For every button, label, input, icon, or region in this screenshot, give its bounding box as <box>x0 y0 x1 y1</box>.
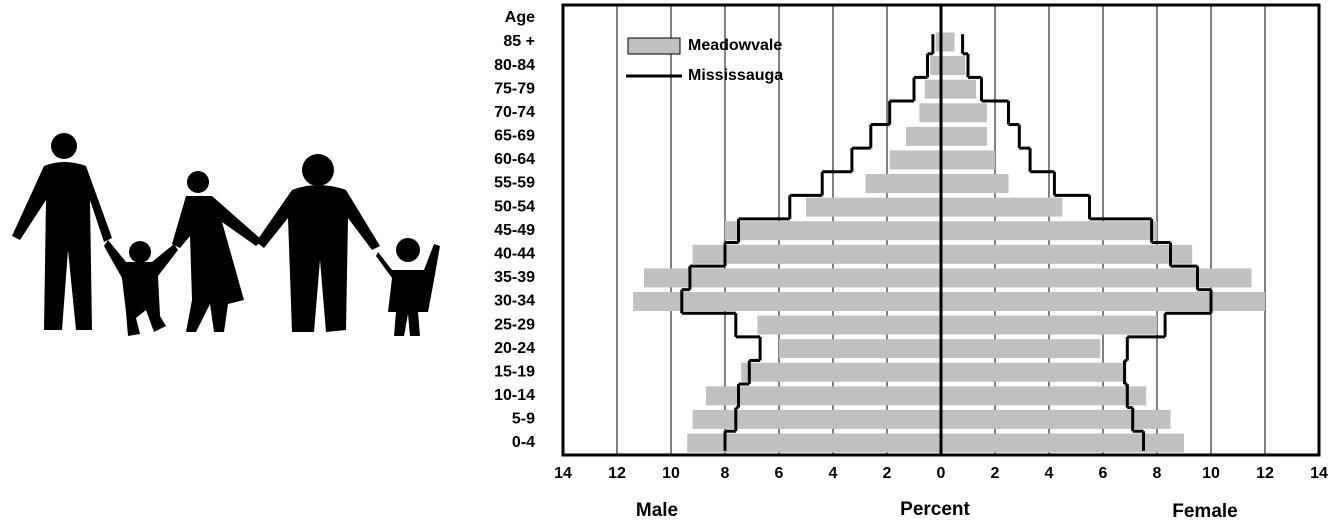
bar <box>779 339 941 359</box>
bar <box>757 315 941 335</box>
y-tick-label: 15-19 <box>494 363 535 380</box>
y-tick-label: 40-44 <box>494 246 535 263</box>
bar <box>941 150 995 170</box>
bar <box>924 79 941 99</box>
bar <box>706 386 941 406</box>
x-tick-label: 8 <box>1153 465 1162 482</box>
bar <box>941 197 1063 217</box>
legend-swatch <box>627 37 681 55</box>
y-tick-label: 5-9 <box>512 411 535 428</box>
bar <box>644 268 941 288</box>
bar <box>935 32 941 52</box>
x-tick-label: 14 <box>554 465 572 482</box>
bar <box>692 409 941 429</box>
y-tick-label: 75-79 <box>494 80 535 97</box>
x-tick-label: 10 <box>662 465 680 482</box>
y-tick-label: 65-69 <box>494 128 535 145</box>
bar <box>687 433 941 453</box>
y-tick-label: 50-54 <box>494 198 535 215</box>
bar <box>725 221 941 241</box>
bar <box>941 268 1252 288</box>
y-tick-label: 45-49 <box>494 222 535 239</box>
bar <box>941 79 977 99</box>
x-tick-label: 4 <box>829 465 838 482</box>
bar <box>633 291 941 311</box>
legend-label: Meadowvale <box>688 37 782 54</box>
bar <box>941 174 1009 194</box>
x-tick-label: 14 <box>1310 465 1328 482</box>
x-tick-label: 6 <box>1099 465 1108 482</box>
x-tick-label: 10 <box>1202 465 1220 482</box>
bar <box>941 32 955 52</box>
bar <box>941 386 1147 406</box>
bar <box>919 103 941 123</box>
y-tick-label: 35-39 <box>494 269 535 286</box>
x-tick-label: 6 <box>775 465 784 482</box>
bar <box>941 291 1265 311</box>
bar <box>941 56 966 76</box>
x-tick-label: 0 <box>937 465 946 482</box>
bar <box>806 197 941 217</box>
bar <box>941 362 1125 382</box>
x-tick-label: 4 <box>1045 465 1054 482</box>
bar <box>941 103 987 123</box>
y-tick-label: 60-64 <box>494 151 535 168</box>
bar <box>941 126 987 146</box>
y-tick-label: 85 + <box>503 33 535 50</box>
y-tick-label: 10-14 <box>494 387 535 404</box>
y-tick-label: 0-4 <box>512 434 535 451</box>
left-label: Male <box>636 500 678 521</box>
y-header: Age <box>505 9 535 26</box>
bar <box>889 150 941 170</box>
family-silhouette <box>12 133 440 336</box>
x-tick-label: 2 <box>883 465 892 482</box>
bar <box>692 244 941 264</box>
bar <box>741 362 941 382</box>
plot: 14 12 10 8 6 4 2 0 2 4 6 8 10 12 14 Age 85 + 80-84 75-79 70… <box>494 5 1328 522</box>
plot-border <box>561 3 1321 457</box>
bar <box>941 409 1171 429</box>
y-tick-label: 80-84 <box>494 57 535 74</box>
x-axis-title: Percent <box>900 499 970 520</box>
bar <box>941 433 1184 453</box>
right-label: Female <box>1172 501 1237 522</box>
bar <box>930 56 941 76</box>
y-tick-label: 30-34 <box>494 293 535 310</box>
x-tick-label: 12 <box>1256 465 1274 482</box>
y-tick-label: 25-29 <box>494 316 535 333</box>
x-tick-label: 2 <box>991 465 1000 482</box>
x-tick-label: 12 <box>608 465 626 482</box>
y-tick-label: 70-74 <box>494 104 535 121</box>
bar <box>941 315 1157 335</box>
y-tick-label: 55-59 <box>494 175 535 192</box>
legend-label: Mississauga <box>688 67 783 84</box>
bar <box>941 244 1193 264</box>
bar <box>905 126 941 146</box>
y-tick-label: 20-24 <box>494 340 535 357</box>
bar <box>941 339 1101 359</box>
x-tick-label: 8 <box>721 465 730 482</box>
bar <box>865 174 941 194</box>
bar <box>941 221 1157 241</box>
